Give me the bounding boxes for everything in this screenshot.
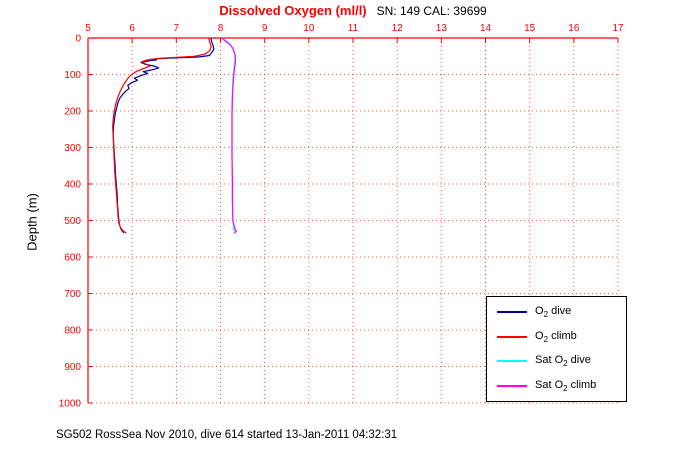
svg-text:7: 7 — [174, 23, 180, 34]
legend-line-sample-sat-o2-climb — [497, 384, 527, 387]
legend-label-o2-dive: O2 dive — [535, 305, 572, 320]
legend-item-sat-o2-dive: Sat O2 dive — [487, 349, 626, 373]
svg-text:14: 14 — [480, 23, 492, 34]
legend-line-sample-sat-o2-dive — [497, 360, 527, 363]
svg-text:200: 200 — [64, 107, 81, 118]
chart-title: Dissolved Oxygen (ml/l) — [219, 3, 367, 18]
sensor-sn-cal-text: SN: 149 CAL: 39699 — [376, 4, 487, 18]
legend-item-o2-dive: O2 dive — [487, 300, 626, 324]
legend-item-o2-climb: O2 climb — [487, 325, 626, 349]
svg-text:15: 15 — [524, 23, 536, 34]
svg-text:600: 600 — [64, 253, 81, 264]
svg-text:13: 13 — [436, 23, 448, 34]
svg-text:6: 6 — [129, 23, 135, 34]
legend-item-sat-o2-climb: Sat O2 climb — [487, 374, 626, 398]
svg-text:300: 300 — [64, 143, 81, 154]
svg-text:11: 11 — [348, 23, 359, 34]
title-row: Dissolved Oxygen (ml/l) SN: 149 CAL: 396… — [88, 3, 618, 18]
dive-caption: SG502 RossSea Nov 2010, dive 614 started… — [56, 429, 398, 441]
svg-text:9: 9 — [262, 23, 268, 34]
svg-text:100: 100 — [64, 70, 81, 81]
legend-label-o2-climb: O2 climb — [535, 329, 577, 344]
svg-text:700: 700 — [64, 289, 81, 300]
svg-text:400: 400 — [64, 180, 81, 191]
svg-text:500: 500 — [64, 216, 81, 227]
svg-text:12: 12 — [392, 23, 404, 34]
legend-label-sat-o2-dive: Sat O2 dive — [535, 354, 591, 369]
legend-line-sample-o2-dive — [497, 311, 527, 314]
svg-text:10: 10 — [303, 23, 315, 34]
legend-box: O2 dive O2 climb Sat O2 dive Sat O2 clim… — [486, 296, 627, 402]
svg-text:17: 17 — [612, 23, 624, 34]
svg-text:5: 5 — [85, 23, 91, 34]
svg-text:8: 8 — [218, 23, 224, 34]
svg-text:800: 800 — [64, 326, 81, 337]
legend-label-sat-o2-climb: Sat O2 climb — [535, 378, 597, 393]
legend-line-sample-o2-climb — [497, 335, 527, 338]
svg-text:0: 0 — [75, 34, 81, 45]
svg-text:900: 900 — [64, 362, 81, 373]
svg-text:16: 16 — [568, 23, 580, 34]
y-axis-label: Depth (m) — [24, 193, 40, 251]
svg-text:1000: 1000 — [59, 399, 82, 410]
